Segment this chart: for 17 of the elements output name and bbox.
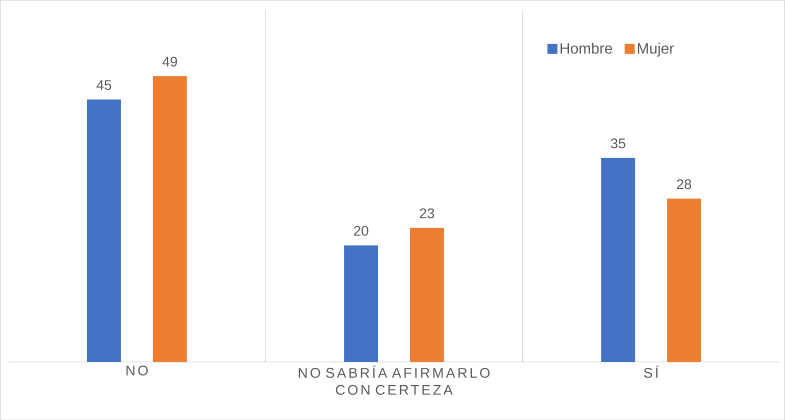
bar	[667, 198, 702, 362]
x-tick-label: NO SABRÍA AFIRMARLO CON CERTEZA	[298, 365, 490, 395]
data-label: 49	[162, 56, 178, 66]
legend-label: Mujer	[638, 42, 674, 56]
data-label: 23	[420, 208, 434, 218]
bar	[601, 158, 636, 362]
data-label: 20	[354, 226, 368, 236]
legend-label: Hombre	[560, 42, 612, 54]
data-label: 35	[610, 138, 626, 148]
bar	[410, 228, 444, 362]
bar	[344, 245, 378, 362]
x-tick-label: SÍ	[644, 365, 659, 378]
data-label: 45	[96, 80, 112, 90]
bar	[152, 76, 187, 362]
x-tick-label: NO	[126, 365, 148, 376]
data-label: 28	[676, 179, 692, 189]
bar	[86, 99, 121, 362]
